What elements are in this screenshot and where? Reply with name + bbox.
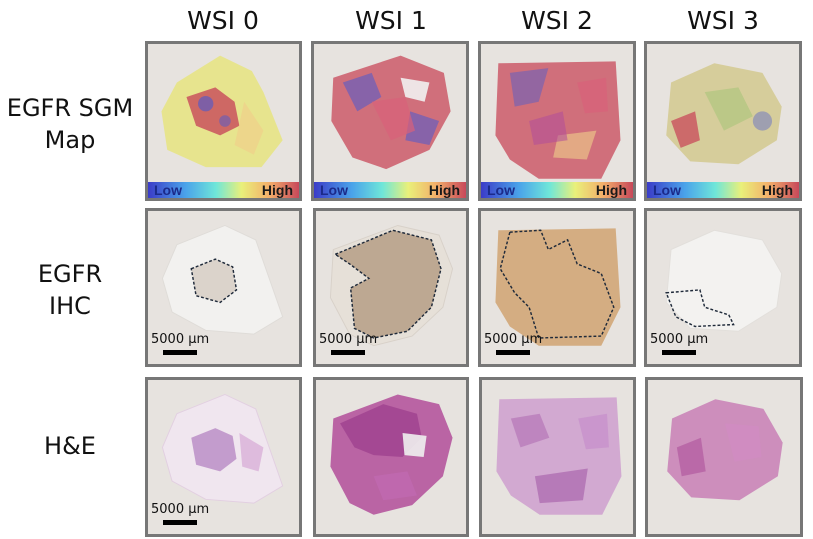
row-label-he: H&E (0, 430, 140, 462)
scale-bar-label: 5000 µm (151, 332, 210, 347)
ihc-panel-wsi-1: 5000 µm (313, 208, 469, 367)
row-label-line: IHC (49, 292, 91, 320)
sgm-map-tissue-wsi-1 (331, 55, 451, 170)
he-tissue-wsi-2 (496, 397, 622, 515)
ihc-tissue-wsi-1 (329, 224, 454, 347)
ihc-panel-wsi-0: 5000 µm (145, 208, 302, 367)
ihc-panel-wsi-3: 5000 µm (644, 208, 802, 367)
he-panel-wsi-3 (645, 377, 803, 537)
scale-bar: 5000 µm (484, 332, 554, 360)
scale-bar: 5000 µm (151, 502, 221, 530)
row-label-egfr-sgm-map: EGFR SGM Map (0, 92, 140, 156)
he-tissue-wsi-1 (330, 394, 453, 515)
scale-bar-label: 5000 µm (151, 502, 210, 517)
row-label-egfr-ihc: EGFR IHC (0, 258, 140, 322)
colorbar-low-label: Low (653, 182, 681, 198)
scale-bar-line (662, 350, 696, 355)
scale-bar-line (331, 350, 365, 355)
colorbar-high-label: High (595, 182, 627, 198)
row-label-line: Map (44, 126, 96, 154)
sgm-map-tissue-wsi-3 (666, 63, 782, 165)
colorbar: Low High (647, 182, 799, 198)
sgm-map-panel-wsi-3: Low High (644, 41, 802, 201)
scale-bar-label: 5000 µm (484, 332, 543, 347)
colorbar-high-label: High (261, 182, 293, 198)
colorbar-high-label: High (761, 182, 793, 198)
scale-bar: 5000 µm (319, 332, 389, 360)
column-header-wsi-2: WSI 2 (521, 6, 593, 35)
ihc-panel-wsi-2: 5000 µm (478, 208, 636, 367)
sgm-map-tissue-wsi-2 (495, 61, 621, 179)
colorbar-low-label: Low (154, 182, 182, 198)
colorbar: Low High (148, 182, 299, 198)
row-label-line: EGFR (37, 260, 103, 288)
column-header-wsi-1: WSI 1 (355, 6, 427, 35)
sgm-map-panel-wsi-2: Low High (478, 41, 636, 201)
row-label-line: H&E (44, 432, 96, 460)
he-tissue-wsi-3 (667, 399, 783, 501)
ihc-tissue-wsi-3 (665, 229, 783, 332)
scale-bar: 5000 µm (650, 332, 720, 360)
colorbar-low-label: Low (487, 182, 515, 198)
sgm-map-tissue-wsi-0 (161, 55, 283, 168)
he-panel-wsi-2 (479, 377, 636, 537)
ihc-tissue-wsi-2 (495, 228, 621, 346)
scale-bar-line (496, 350, 530, 355)
colorbar: Low High (314, 182, 466, 198)
scale-bar: 5000 µm (151, 332, 221, 360)
sgm-map-panel-wsi-1: Low High (311, 41, 469, 201)
row-label-line: EGFR SGM (6, 94, 134, 122)
colorbar-low-label: Low (320, 182, 348, 198)
column-header-wsi-0: WSI 0 (187, 6, 259, 35)
he-panel-wsi-0: 5000 µm (145, 377, 302, 537)
scale-bar-line (163, 350, 197, 355)
column-header-wsi-3: WSI 3 (687, 6, 759, 35)
ihc-tissue-wsi-0 (161, 224, 284, 335)
sgm-map-panel-wsi-0: Low High (145, 41, 302, 201)
scale-bar-label: 5000 µm (650, 332, 709, 347)
he-panel-wsi-1 (313, 377, 469, 537)
colorbar: Low High (481, 182, 633, 198)
scale-bar-line (163, 520, 197, 525)
scale-bar-label: 5000 µm (319, 332, 378, 347)
he-tissue-wsi-0 (161, 393, 284, 504)
colorbar-high-label: High (428, 182, 460, 198)
